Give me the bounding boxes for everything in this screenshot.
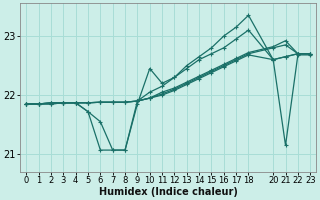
X-axis label: Humidex (Indice chaleur): Humidex (Indice chaleur) xyxy=(99,187,238,197)
